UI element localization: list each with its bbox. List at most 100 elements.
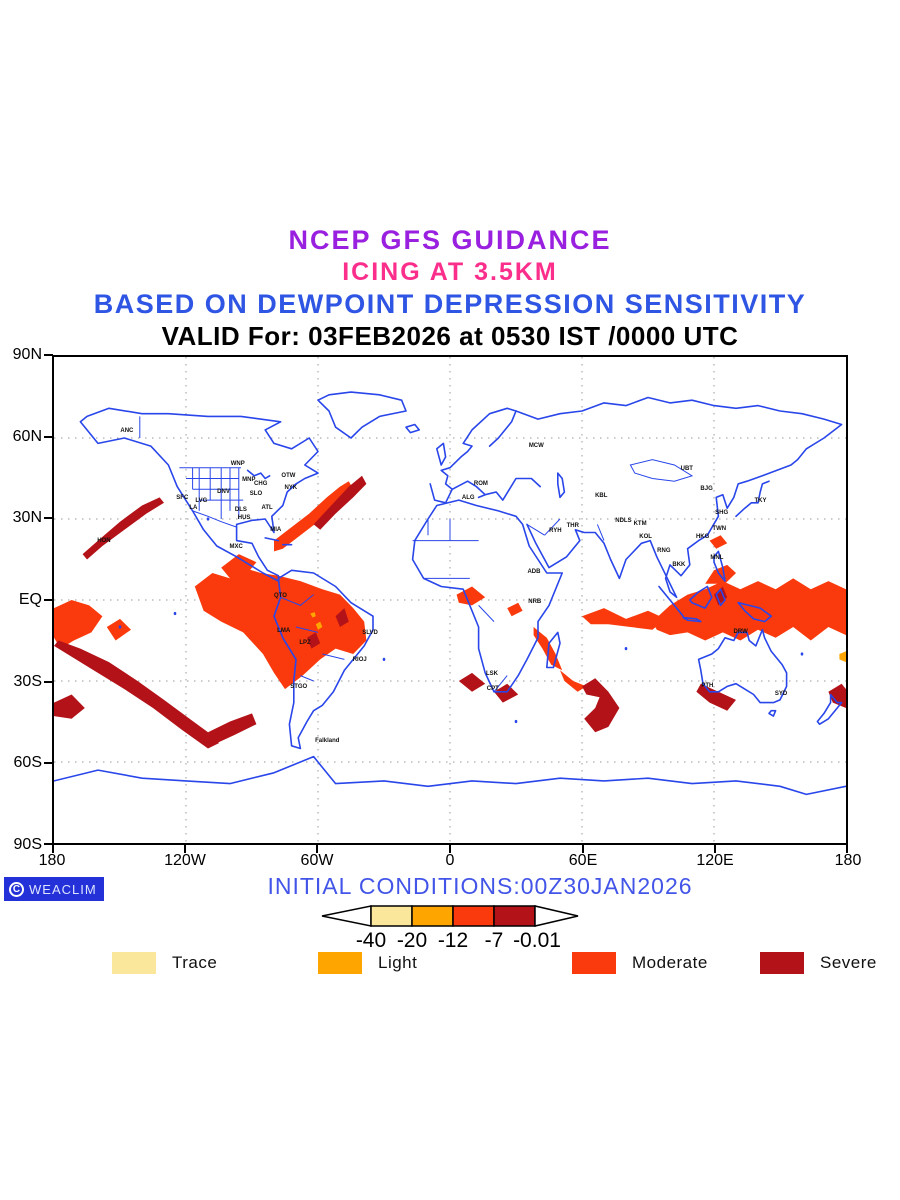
station-label: DNV: [217, 489, 230, 496]
station-label: NYK: [284, 484, 298, 491]
lon-label: 120E: [696, 852, 734, 869]
station-label: MNP: [242, 476, 256, 483]
world-map-svg: [54, 357, 846, 843]
colorbar-tick: -0.01: [513, 929, 561, 952]
lon-tick: [52, 845, 54, 853]
title-valid-time: VALID For: 03FEB2026 at 0530 IST /0000 U…: [161, 321, 739, 351]
station-label: SLVD: [362, 629, 378, 636]
lat-label: 60S: [13, 754, 42, 771]
station-label: HON: [97, 537, 111, 544]
ocean-speck-dots: [118, 517, 804, 724]
lon-tick: [846, 845, 848, 853]
weaclim-logo: C WEACLIM: [4, 877, 104, 901]
station-label: ROM: [473, 480, 488, 487]
lat-label: 90S: [13, 836, 42, 853]
station-label: HUS: [237, 514, 251, 521]
lon-label: 180: [834, 852, 862, 869]
station-label: PTH: [701, 682, 714, 689]
station-label: LA: [189, 504, 198, 511]
station-label: OTW: [281, 473, 296, 480]
station-label: LPZ: [299, 639, 311, 646]
station-label: BKK: [672, 562, 686, 569]
station-label: Falkland: [315, 737, 340, 744]
colorbar-tick: -12: [437, 929, 469, 952]
colorbar-segment-trace: [370, 905, 413, 927]
lon-tick: [316, 845, 318, 853]
colorbar-tick: -40: [355, 929, 387, 952]
station-label: WNP: [230, 460, 245, 467]
lon-tick: [582, 845, 584, 853]
lon-tick: [449, 845, 451, 853]
station-label: QTO: [274, 593, 287, 600]
political-borders: [140, 416, 692, 691]
light-swatch: [318, 952, 362, 974]
trace-swatch: [112, 952, 156, 974]
station-label: ATL: [261, 504, 273, 511]
logo-text: WEACLIM: [29, 881, 97, 897]
copyright-icon: C: [9, 881, 24, 897]
lon-tick: [184, 845, 186, 853]
station-label: ADB: [527, 569, 541, 576]
lon-label: 180: [38, 852, 66, 869]
station-label: THR: [566, 522, 579, 529]
station-label: UBT: [680, 466, 693, 473]
colorbar-right-arrow: [534, 905, 579, 927]
trace-label: Trace: [172, 953, 218, 972]
station-label: MXC: [229, 543, 243, 550]
station-label: STGO: [290, 684, 308, 691]
colorbar-svg: [321, 905, 579, 927]
light-label: Light: [378, 953, 418, 972]
station-label: ANC: [120, 428, 134, 435]
lat-tick: [44, 517, 53, 519]
icing-light-region: [310, 612, 846, 663]
lon-label: 60W: [300, 852, 334, 869]
title-model: NCEP GFS GUIDANCE: [288, 225, 612, 255]
lat-tick: [44, 599, 53, 601]
title-method: BASED ON DEWPOINT DEPRESSION SENSITIVITY: [93, 289, 807, 319]
colorbar-left-arrow: [321, 905, 372, 927]
lat-label: 30N: [12, 509, 42, 526]
lon-label: 60E: [568, 852, 598, 869]
station-label: HKG: [695, 534, 710, 541]
colorbar-segment-light: [411, 905, 454, 927]
legend-item-moderate: Moderate: [572, 952, 708, 974]
world-map-plot: ANC HON WNP MNP CHG OTW NYK DNV SLO SFC LVG LA DLS AT…: [52, 355, 848, 845]
station-label: TKY: [754, 497, 767, 504]
lon-tick: [714, 845, 716, 853]
station-layer: ANC HON WNP MNP CHG OTW NYK DNV SLO SFC LVG LA DLS AT…: [54, 357, 846, 843]
station-label: DRW: [733, 628, 748, 635]
lat-tick: [44, 843, 53, 845]
station-label: DLS: [234, 506, 247, 513]
colorbar-tick: -20: [396, 929, 428, 952]
moderate-swatch: [572, 952, 616, 974]
lat-tick: [44, 354, 53, 356]
station-label: LSK: [485, 671, 498, 678]
severe-label: Severe: [820, 953, 877, 972]
station-label: CHG: [254, 480, 268, 487]
coastlines: [54, 392, 846, 794]
legend-item-severe: Severe: [760, 952, 877, 974]
station-label: LMA: [277, 627, 291, 634]
station-label: MCW: [528, 443, 544, 450]
station-label: MNL: [710, 555, 724, 562]
station-label: TWN: [712, 525, 727, 532]
title-block: NCEP GFS GUIDANCE ICING AT 3.5KM BASED O…: [30, 224, 870, 352]
station-label: RYH: [549, 528, 562, 535]
title-product: ICING AT 3.5KM: [342, 258, 558, 286]
station-label: ALG: [461, 494, 475, 501]
legend-item-light: Light: [318, 952, 417, 974]
station-label: RNG: [657, 548, 671, 555]
icing-moderate-region: [54, 481, 846, 692]
station-label: SFC: [176, 494, 189, 501]
station-label: CPT: [486, 686, 499, 693]
moderate-label: Moderate: [632, 953, 708, 972]
lat-tick: [44, 681, 53, 683]
severe-swatch: [760, 952, 804, 974]
icing-severe-region: [54, 475, 846, 749]
station-label: KOL: [639, 534, 652, 541]
colorbar: [320, 903, 580, 929]
severity-legend: Trace Light Moderate Severe: [0, 952, 900, 978]
station-label: SLO: [249, 491, 263, 498]
station-label: BJG: [700, 485, 713, 492]
